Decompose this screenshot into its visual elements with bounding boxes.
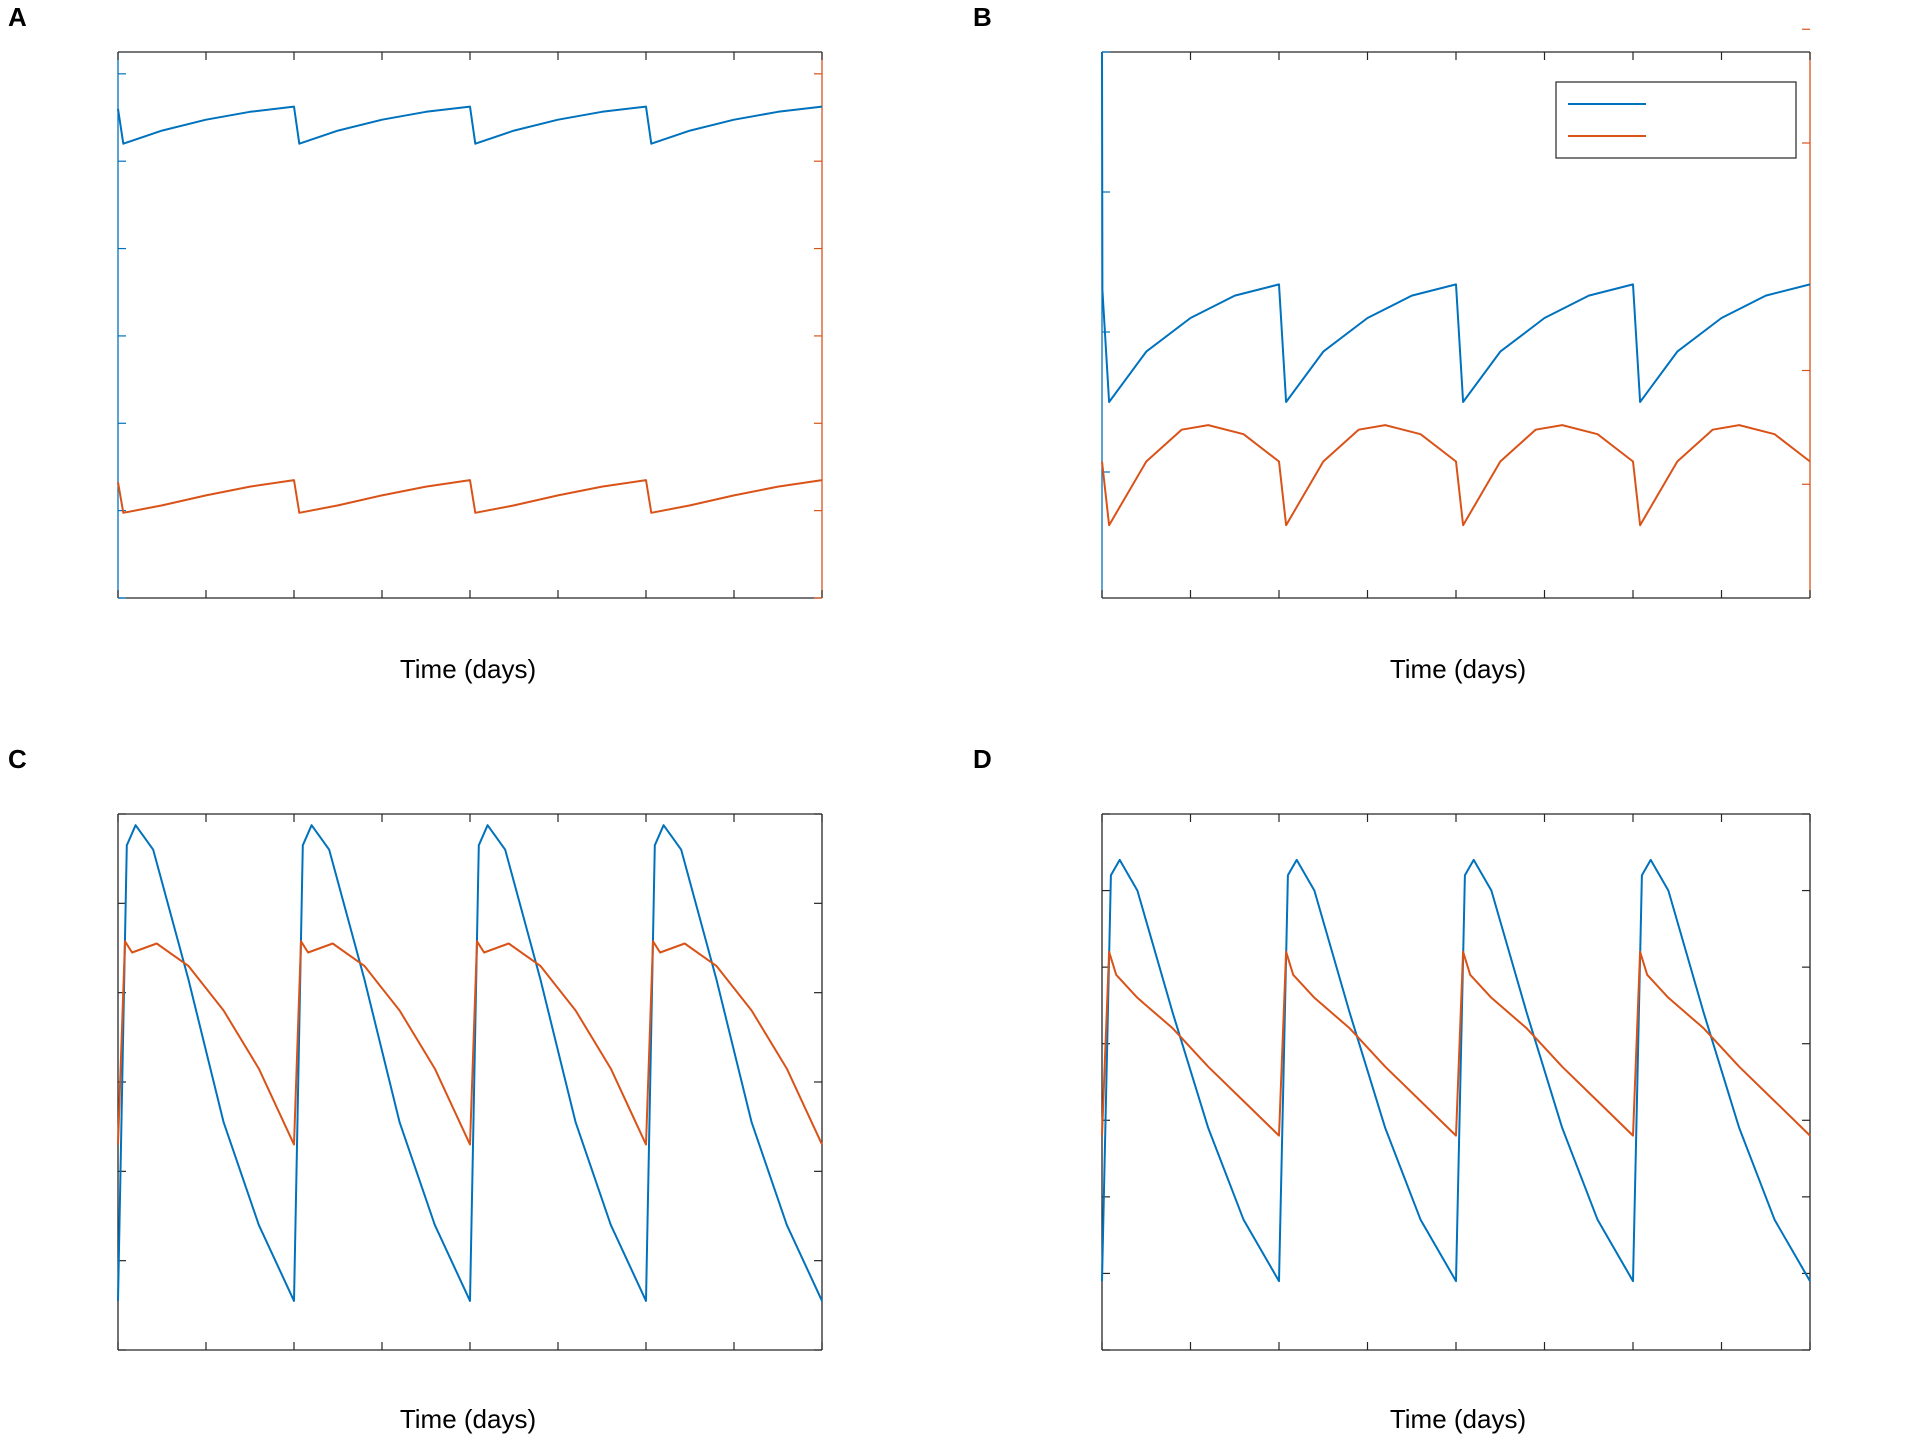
panel-d: D Time (days) [973,744,1811,1434]
panel-c-xlabel: Time (days) [400,1404,536,1434]
panel-letter-c: C [8,744,27,774]
panel-a-xlabel: Time (days) [400,654,536,684]
panel-b-legend [1555,81,1797,159]
panel-b-series-adm1-fba [1101,424,1811,527]
panel-a-series-adm1-fba [117,479,823,514]
panel-letter-a: A [8,2,27,32]
panel-d-xlabel: Time (days) [1390,1404,1526,1434]
panel-a: A Time (days) [8,2,823,684]
panel-b-xlabel: Time (days) [1390,654,1526,684]
panel-c: C Time (days) [8,744,823,1434]
panel-b-series-adm1 [1101,51,1811,403]
panel-letter-d: D [973,744,992,774]
panel-letter-b: B [973,2,992,32]
panel-d-plot [1101,813,1811,1351]
panel-d-series-adm1 [1101,858,1811,1283]
panel-b-plot [1101,28,1811,599]
panel-a-plot [117,51,823,599]
panel-a-series-adm1 [117,105,823,145]
panel-c-plot [117,813,823,1351]
panel-c-series-adm1 [117,824,823,1302]
legend-box [1555,81,1797,159]
panel-c-series-adm1-fba [117,940,823,1146]
panel-b: B Time (days) [973,2,1811,684]
panel-d-series-adm1-fba [1101,950,1811,1137]
